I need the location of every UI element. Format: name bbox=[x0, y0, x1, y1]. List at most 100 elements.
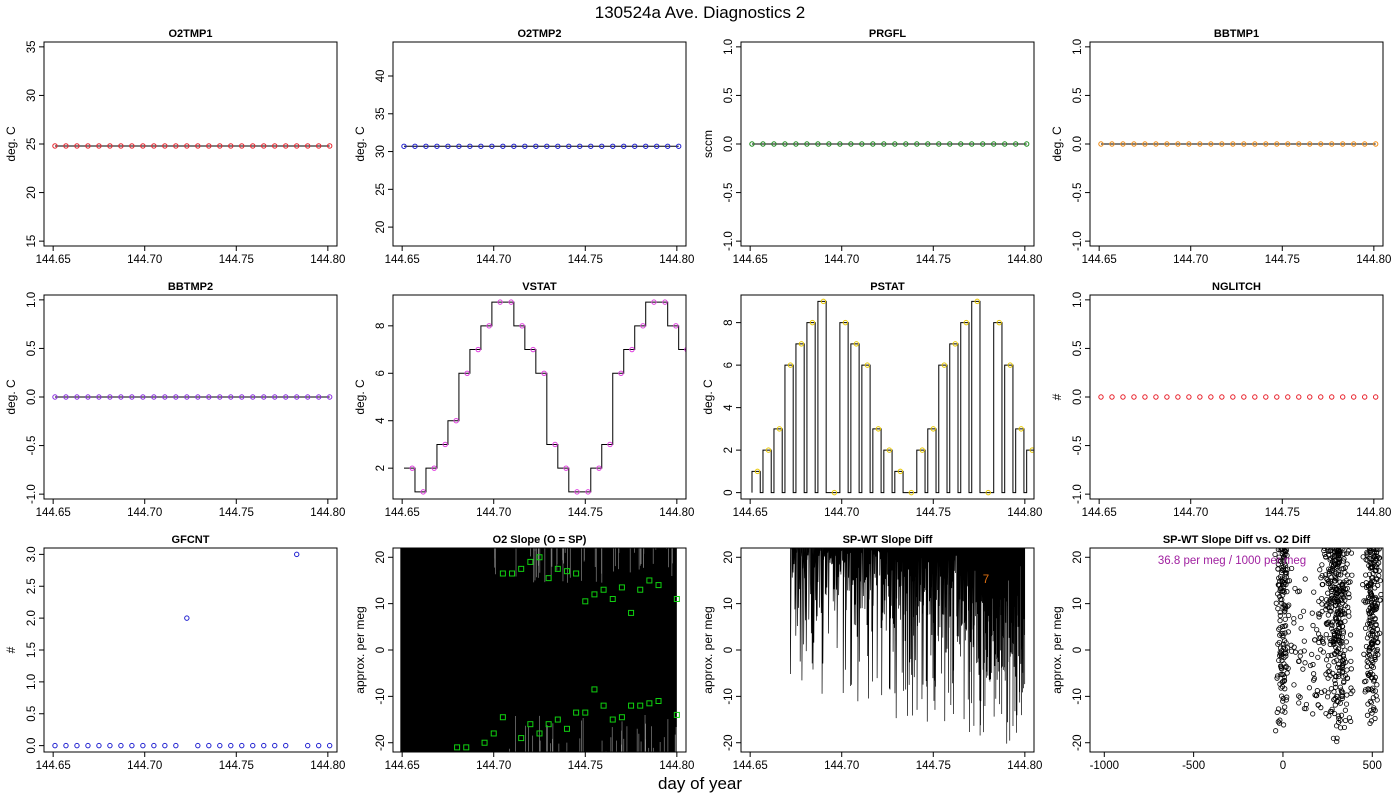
scatter-point bbox=[1360, 554, 1366, 560]
data-point bbox=[151, 394, 157, 400]
scatter-point bbox=[1326, 604, 1332, 611]
data-point bbox=[129, 143, 135, 149]
scatter-point bbox=[1280, 695, 1286, 702]
plot-frame bbox=[1089, 294, 1384, 500]
y-tick-label: 20 bbox=[723, 551, 735, 564]
scatter-point bbox=[1315, 702, 1321, 708]
scatter-point bbox=[1331, 549, 1337, 555]
data-point bbox=[1230, 394, 1236, 400]
data-point bbox=[842, 319, 849, 326]
data-point bbox=[609, 716, 616, 723]
scatter-point bbox=[1314, 627, 1320, 633]
data-point bbox=[1098, 394, 1104, 400]
panel-title: SP-WT Slope Diff vs. O2 Diff bbox=[1163, 534, 1311, 546]
data-point bbox=[1230, 141, 1236, 147]
data-point bbox=[481, 739, 488, 746]
panel-o2slope: O2 Slope (O = SP) approx. per meg 144.65 14… bbox=[353, 534, 694, 772]
y-tick-label: 0.5 bbox=[26, 706, 38, 722]
data-point bbox=[1219, 141, 1225, 147]
x-tick-label: 144.75 bbox=[1265, 507, 1300, 519]
data-point bbox=[545, 721, 552, 728]
x-tick-label: 144.65 bbox=[733, 507, 768, 519]
data-point bbox=[707, 442, 711, 446]
x-tick-label: 144.80 bbox=[659, 760, 694, 772]
data-point bbox=[442, 441, 448, 448]
x-tick-label: 144.65 bbox=[36, 507, 71, 519]
data-point bbox=[250, 742, 256, 749]
y-tick-label: -10 bbox=[723, 688, 735, 705]
scatter-point bbox=[1274, 675, 1280, 681]
data-point bbox=[673, 711, 680, 718]
scatter-point bbox=[1370, 695, 1376, 701]
scatter-point bbox=[1325, 690, 1331, 696]
scatter-point bbox=[1316, 614, 1322, 620]
scatter-point bbox=[1369, 710, 1375, 716]
scatter-point bbox=[1319, 601, 1325, 607]
scatter-point bbox=[1278, 663, 1284, 670]
scatter-point bbox=[1329, 619, 1336, 625]
plot-area-bbtmp1 bbox=[1098, 141, 1379, 147]
x-tick-label: -1000 bbox=[1090, 760, 1119, 772]
scatter-point bbox=[1362, 689, 1368, 695]
data-point bbox=[629, 346, 635, 353]
data-point bbox=[591, 686, 598, 693]
data-point bbox=[936, 141, 942, 147]
dense-trace bbox=[790, 548, 1026, 744]
y-tick-label: 0 bbox=[1072, 647, 1084, 653]
data-point bbox=[1372, 394, 1379, 400]
data-point bbox=[294, 394, 300, 400]
data-point bbox=[1351, 141, 1357, 147]
data-point bbox=[651, 299, 657, 305]
data-point bbox=[574, 489, 580, 495]
data-point bbox=[184, 615, 190, 621]
scatter-point bbox=[1337, 664, 1343, 671]
scatter-point bbox=[1326, 663, 1332, 669]
data-point bbox=[511, 143, 517, 149]
data-point bbox=[522, 143, 528, 149]
y-tick-label: 6 bbox=[375, 370, 387, 376]
x-tick-label: 144.70 bbox=[476, 760, 511, 772]
panel-title: PRGFL bbox=[869, 28, 907, 40]
x-tick-label: 144.70 bbox=[824, 507, 859, 519]
data-point bbox=[195, 143, 201, 149]
data-point bbox=[74, 394, 80, 400]
data-point bbox=[545, 575, 552, 582]
scatter-point bbox=[1313, 693, 1319, 699]
scatter-point bbox=[1348, 658, 1354, 664]
data-point bbox=[261, 143, 267, 149]
data-point bbox=[527, 558, 534, 565]
scatter-point bbox=[1346, 594, 1352, 601]
data-point bbox=[195, 742, 201, 749]
scatter-point bbox=[1340, 608, 1346, 615]
scatter-point bbox=[1337, 572, 1344, 578]
data-point bbox=[646, 700, 653, 707]
data-point bbox=[760, 141, 766, 147]
scatter-point bbox=[1342, 647, 1348, 653]
y-tick-label: 35 bbox=[375, 107, 387, 120]
scatter-point bbox=[1361, 651, 1367, 657]
data-point bbox=[500, 143, 506, 149]
scatter-point bbox=[1368, 718, 1375, 724]
y-tick-label: 8 bbox=[375, 323, 387, 329]
scatter-point bbox=[1316, 639, 1322, 646]
scatter-point bbox=[1323, 710, 1329, 717]
scatter-point bbox=[1374, 561, 1380, 568]
x-tick-label: 144.80 bbox=[310, 760, 345, 772]
x-tick-label: 144.65 bbox=[733, 254, 768, 266]
y-tick-label: 0.5 bbox=[26, 340, 38, 356]
scatter-point bbox=[1302, 660, 1308, 666]
scatter-point bbox=[1282, 561, 1288, 567]
scatter-point bbox=[1340, 595, 1346, 601]
scatter-point bbox=[1278, 666, 1285, 672]
scatter-point bbox=[1323, 603, 1329, 609]
scatter-point bbox=[1325, 580, 1331, 586]
panel-title: O2TMP2 bbox=[517, 28, 561, 40]
scatter-point bbox=[1332, 614, 1339, 621]
scatter-point bbox=[1368, 700, 1374, 706]
scatter-point bbox=[1309, 610, 1315, 616]
scatter-point bbox=[1281, 655, 1287, 661]
scatter-point bbox=[1374, 564, 1380, 570]
y-tick-label: 4 bbox=[723, 404, 735, 411]
y-tick-label: 0.0 bbox=[26, 738, 38, 754]
data-point bbox=[607, 441, 613, 448]
